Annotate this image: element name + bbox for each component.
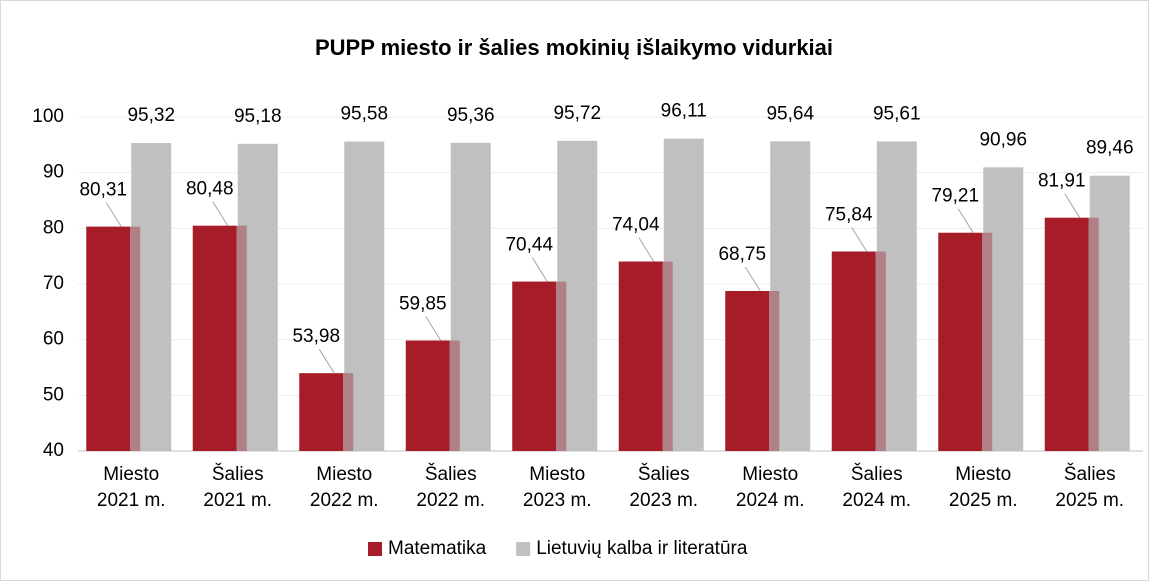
leader-line	[212, 201, 229, 226]
data-label: 79,21	[931, 186, 979, 207]
bar	[86, 226, 141, 451]
x-tick-label: Šalies 2021 m.	[203, 463, 272, 511]
leader-line	[638, 237, 655, 262]
data-label: 80,31	[79, 180, 127, 201]
data-label: 95,18	[234, 106, 282, 127]
y-tick-label: 70	[43, 273, 64, 294]
leader-line	[744, 266, 761, 292]
data-label: 53,98	[292, 326, 340, 347]
x-tick-label: Šalies 2024 m.	[842, 463, 911, 511]
data-label: 59,85	[399, 294, 447, 315]
bar	[938, 232, 993, 451]
leader-line	[105, 202, 122, 227]
leader-line	[1064, 193, 1081, 218]
leader-line	[318, 348, 335, 374]
data-label: 75,84	[825, 205, 873, 226]
bar	[192, 225, 247, 451]
x-tick-label: Miesto 2023 m.	[523, 464, 592, 511]
leader-line	[425, 316, 442, 341]
x-tick-label: Miesto 2022 m.	[310, 464, 379, 511]
y-tick-label: 90	[43, 162, 64, 183]
legend-label: Lietuvių kalba ir literatūra	[536, 538, 748, 559]
leader-line	[851, 227, 868, 252]
bar	[831, 251, 886, 451]
x-tick-label: Šalies 2022 m.	[416, 463, 485, 511]
x-tick-label: Miesto 2024 m.	[736, 464, 805, 511]
x-tick-label: Miesto 2021 m.	[97, 464, 166, 511]
leader-line	[957, 208, 974, 233]
data-label: 95,72	[553, 103, 601, 124]
bar	[512, 281, 567, 451]
legend-swatch	[368, 542, 382, 556]
legend-label: Matematika	[388, 538, 487, 559]
data-label: 81,91	[1038, 171, 1086, 192]
data-label: 95,58	[340, 104, 388, 125]
y-tick-label: 100	[32, 106, 64, 127]
data-label: 89,46	[1086, 138, 1134, 159]
y-tick-label: 80	[43, 217, 64, 238]
x-tick-label: Šalies 2023 m.	[629, 463, 698, 511]
y-tick-label: 60	[43, 329, 64, 350]
y-tick-label: 40	[43, 440, 64, 461]
bar	[405, 340, 460, 451]
data-label: 68,75	[718, 244, 766, 265]
data-label: 95,32	[127, 105, 175, 126]
data-label: 80,48	[186, 179, 234, 200]
data-label: 96,11	[661, 101, 707, 122]
leader-line	[531, 257, 548, 282]
chart-title: PUPP miesto ir šalies mokinių išlaikymo …	[315, 35, 833, 60]
x-tick-label: Šalies 2025 m.	[1055, 463, 1124, 511]
data-label: 95,36	[447, 105, 495, 126]
bar	[725, 290, 780, 451]
data-label: 95,61	[873, 103, 921, 124]
data-label: 70,44	[505, 235, 553, 256]
data-label: 95,64	[766, 103, 814, 124]
y-tick-label: 50	[43, 384, 64, 405]
data-label: 74,04	[612, 215, 660, 236]
legend-swatch	[516, 542, 531, 556]
bar	[618, 261, 673, 451]
bar	[299, 373, 354, 451]
data-label: 90,96	[979, 129, 1027, 150]
bar	[1044, 217, 1099, 451]
x-tick-label: Miesto 2025 m.	[949, 464, 1018, 511]
